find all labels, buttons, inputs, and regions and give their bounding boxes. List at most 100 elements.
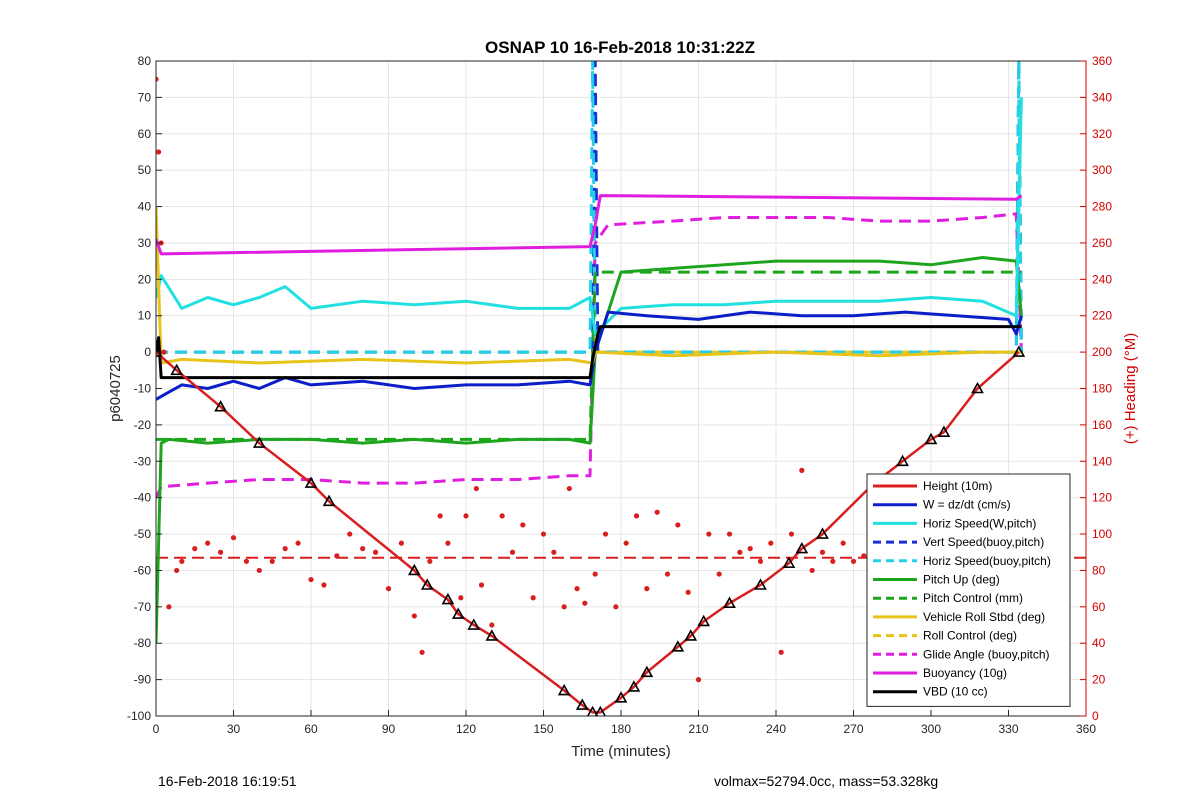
heading-point <box>747 546 753 552</box>
heading-point <box>437 513 443 519</box>
heading-point <box>675 522 681 528</box>
y2-tick-label: 120 <box>1092 491 1112 505</box>
heading-point <box>360 546 366 552</box>
heading-point <box>582 600 588 606</box>
height-marker <box>614 691 628 703</box>
heading-point <box>427 558 433 564</box>
heading-point <box>509 549 516 555</box>
heading-point <box>156 149 162 155</box>
heading-point <box>778 649 784 655</box>
series-line-height <box>156 351 1020 714</box>
heading-point <box>633 513 640 519</box>
y-axis-label: p6040725 <box>107 355 124 422</box>
y-tick-label: -100 <box>127 709 151 723</box>
height-marker <box>697 614 711 627</box>
x-tick-label: 210 <box>688 722 708 736</box>
y-tick-label: 70 <box>138 90 152 104</box>
heading-point <box>179 558 185 564</box>
heading-point <box>161 349 167 355</box>
y2-tick-label: 20 <box>1092 673 1106 687</box>
axes: 0 30 60 90 120 150 180 210 240 270 300 330 360-100-9… <box>127 54 1112 736</box>
y2-tick-label: 180 <box>1092 382 1112 396</box>
height-marker <box>557 683 571 696</box>
y2-tick-label: 300 <box>1092 163 1112 177</box>
height-marker <box>816 527 829 539</box>
legend-label: Glide Angle (buoy,pitch) <box>923 647 1050 661</box>
heading-point <box>473 485 479 492</box>
x-tick-label: 30 <box>227 722 241 736</box>
height-marker <box>586 705 599 716</box>
height-marker <box>1012 345 1026 357</box>
legend-box <box>866 473 1071 707</box>
heading-point <box>623 540 629 546</box>
heading-point <box>205 540 211 546</box>
x-tick-label: 0 <box>153 722 160 736</box>
y2-tick-label: 100 <box>1092 527 1112 541</box>
y2-tick-label: 240 <box>1092 272 1112 286</box>
y-tick-label: -40 <box>134 491 152 505</box>
height-marker <box>924 432 938 445</box>
heading-point <box>478 582 485 588</box>
series-line-2 <box>156 97 1023 336</box>
heading-point <box>295 540 301 546</box>
y-tick-label: 50 <box>138 163 152 177</box>
heading-point <box>321 582 327 588</box>
heading-point <box>230 535 237 541</box>
heading-point <box>411 613 417 619</box>
height-marker <box>252 436 266 448</box>
y2-tick-label: 80 <box>1092 563 1106 577</box>
height-marker <box>684 629 698 641</box>
y-tick-label: -10 <box>134 382 152 396</box>
y-tick-label: 30 <box>138 236 152 250</box>
height-marker <box>795 541 809 554</box>
x-tick-label: 90 <box>382 722 396 736</box>
heading-point <box>706 531 712 537</box>
heading-point <box>499 513 505 519</box>
y2-tick-label: 200 <box>1092 345 1112 359</box>
heading-point <box>243 558 250 564</box>
y-tick-label: 20 <box>138 272 152 286</box>
x-axis-label: Time (minutes) <box>571 743 670 760</box>
series-line-11 <box>156 325 1022 380</box>
series-line-10 <box>156 194 1023 256</box>
y-tick-label: -70 <box>134 600 152 614</box>
heading-point <box>217 549 224 555</box>
heading-point <box>192 546 198 552</box>
heading-point <box>574 586 580 592</box>
height-marker <box>754 578 767 590</box>
legend-label: Vert Speed(buoy,pitch) <box>923 535 1044 549</box>
legend-label: W = dz/dt (cm/s) <box>923 498 1011 512</box>
height-marker <box>782 556 796 568</box>
y2-tick-label: 220 <box>1092 309 1112 323</box>
heading-point <box>174 567 180 574</box>
x-tick-label: 120 <box>456 722 476 736</box>
x-tick-label: 180 <box>611 722 631 736</box>
legend-label: Pitch Up (deg) <box>923 573 1000 587</box>
series-line-1 <box>156 310 1023 401</box>
legend-label: Roll Control (deg) <box>923 629 1017 643</box>
y-tick-label: 60 <box>138 127 152 141</box>
y-tick-label: -50 <box>134 527 152 541</box>
heading-point <box>644 586 650 592</box>
heading-point <box>850 558 857 564</box>
heading-point <box>269 558 275 564</box>
heading-point <box>737 549 743 555</box>
footer-volmax-mass: volmax=52794.0cc, mass=53.328kg <box>714 773 939 789</box>
legend-label: Pitch Control (mm) <box>923 591 1023 605</box>
x-tick-label: 360 <box>1076 722 1096 736</box>
y-tick-label: -80 <box>134 636 152 650</box>
height-marker <box>640 665 654 678</box>
heading-point <box>530 595 536 601</box>
heading-point <box>819 549 826 555</box>
y-tick-label: 0 <box>144 345 151 359</box>
heading-point <box>861 553 867 559</box>
height-marker <box>671 640 685 652</box>
heading-point <box>592 571 598 577</box>
heading-point <box>654 509 660 515</box>
heading-point <box>166 604 172 610</box>
heading-point <box>489 622 495 628</box>
y2-tick-label: 140 <box>1092 454 1112 468</box>
y-tick-label: -30 <box>134 454 152 468</box>
x-tick-label: 300 <box>921 722 941 736</box>
heading-point <box>799 467 805 473</box>
